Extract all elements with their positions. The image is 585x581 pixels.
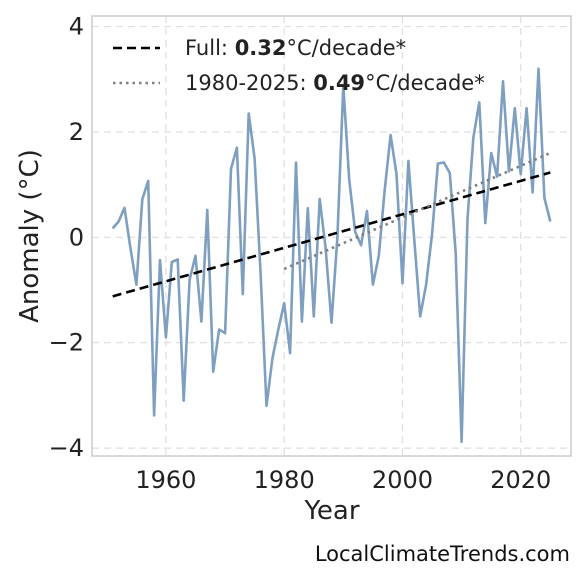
full-trend-line [112,171,551,298]
legend-recent-rate: 0.49 [313,71,365,95]
data-series [111,67,552,444]
legend-recent-label: 1980-2025: 0.49°C/decade* [185,71,485,95]
y-tick-label: −4 [49,434,84,462]
x-tick-label: 2000 [372,466,433,494]
legend-full-name: Full [185,36,221,60]
y-tick-label: 2 [69,118,84,146]
y-axis-title: Anomaly (°C) [15,149,45,323]
legend-full-unit: °C/decade* [287,36,407,60]
y-tick-label: 4 [69,13,84,41]
anomaly-series-line [111,67,552,444]
y-tick-label: 0 [69,223,84,251]
legend-full-rate: 0.32 [235,36,287,60]
x-tick-label: 1980 [254,466,315,494]
grid [92,16,571,456]
x-axis-title: Year [303,496,359,526]
plot-frame [91,15,572,457]
credit-text: LocalClimateTrends.com [315,542,570,566]
legend: Full: 0.32°C/decade* 1980-2025: 0.49°C/d… [113,36,485,95]
y-tick-label: −2 [49,329,84,357]
legend-full-label: Full: 0.32°C/decade* [185,36,406,60]
tick-labels: 1960 1980 2000 2020 −4 −2 0 2 4 [49,13,552,494]
x-tick-label: 1960 [135,466,196,494]
legend-recent-name: 1980-2025 [185,71,299,95]
x-tick-label: 2020 [490,466,551,494]
recent-trend-line [283,151,551,271]
legend-recent-unit: °C/decade* [365,71,485,95]
